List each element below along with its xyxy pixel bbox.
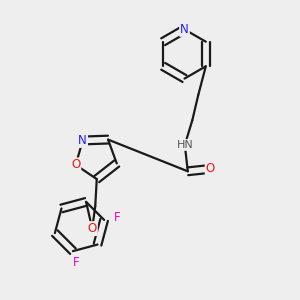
- Text: O: O: [71, 158, 80, 171]
- Text: O: O: [206, 162, 215, 176]
- Text: N: N: [180, 23, 189, 36]
- Text: O: O: [88, 222, 97, 235]
- Text: HN: HN: [176, 140, 193, 150]
- Text: F: F: [73, 256, 79, 269]
- Text: N: N: [78, 134, 87, 147]
- Text: F: F: [114, 211, 121, 224]
